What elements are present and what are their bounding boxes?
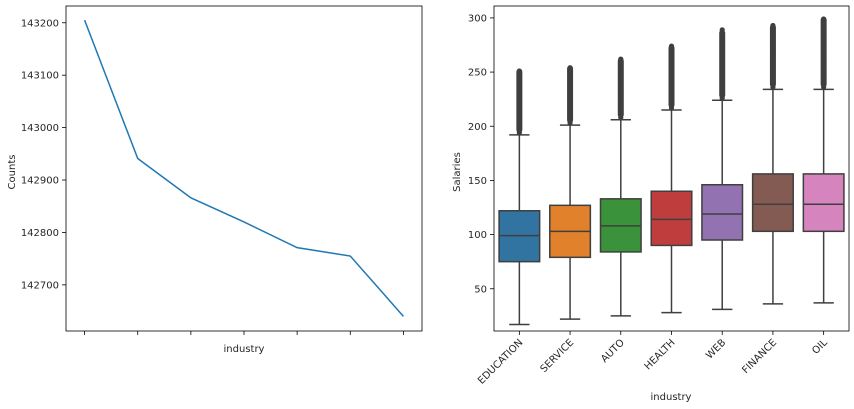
box-body [802, 173, 845, 233]
box-body [701, 184, 744, 241]
box-chart-y-ticks: 50 100 150 200 250 300 [468, 13, 494, 295]
y-tick-label: 300 [468, 13, 487, 24]
y-tick-label: 142800 [21, 228, 59, 239]
box-chart-x-axis-label: industry [651, 392, 692, 403]
outlier-point [719, 27, 725, 33]
series-line [83, 19, 404, 317]
outlier-point [516, 68, 522, 74]
line-chart-y-axis-label: Counts [7, 155, 18, 190]
box-body [650, 190, 693, 247]
box-body [751, 173, 794, 233]
outlier-point [567, 65, 573, 71]
y-tick-label: 250 [468, 68, 487, 79]
y-tick-label: 143000 [21, 123, 59, 134]
box-chart-x-ticks: EDUCATION SERVICE AUTO HEALTH WEB FINANCE OIL [476, 331, 830, 387]
x-tick-label: FINANCE [740, 337, 779, 376]
x-tick-label: SERVICE [539, 337, 577, 375]
box-web [701, 27, 744, 311]
x-tick-label: HEALTH [643, 337, 678, 372]
box-chart-y-axis-label: Salaries [452, 152, 463, 192]
x-tick-label: AUTO [599, 337, 627, 365]
box-chart-boxes [498, 16, 845, 326]
y-tick-label: 142900 [21, 176, 59, 187]
outlier-point [668, 43, 675, 49]
line-chart-y-ticks: 142700 142800 142900 143000 143100 143200 [21, 18, 66, 291]
outlier-point [821, 16, 827, 22]
box-auto [599, 56, 642, 317]
y-tick-label: 100 [468, 230, 487, 241]
box-oil [802, 16, 845, 304]
y-tick-label: 200 [468, 122, 487, 133]
x-tick-label: OIL [810, 337, 830, 357]
x-tick-label: EDUCATION [476, 337, 525, 386]
line-chart-series [83, 19, 404, 317]
line-chart-x-axis-label: industry [224, 344, 265, 355]
outlier-point [618, 56, 624, 62]
box-service [549, 65, 592, 320]
box-finance [751, 22, 794, 305]
box-education [498, 68, 541, 326]
y-tick-label: 150 [468, 176, 487, 187]
box-chart-panel: 50 100 150 200 250 300 EDUCATION SERVICE AUTO HE… [452, 5, 850, 403]
y-tick-label: 50 [474, 284, 487, 295]
x-tick-label: WEB [704, 337, 728, 361]
y-tick-label: 142700 [21, 280, 59, 291]
y-tick-label: 143100 [21, 71, 59, 82]
line-chart-x-ticks [84, 331, 404, 335]
box-health [650, 43, 693, 314]
y-tick-label: 143200 [21, 18, 59, 29]
line-chart-panel: 142700 142800 142900 143000 143100 143200 ind… [7, 5, 423, 355]
outlier-point [770, 22, 776, 29]
line-chart-plot-area [65, 5, 423, 332]
